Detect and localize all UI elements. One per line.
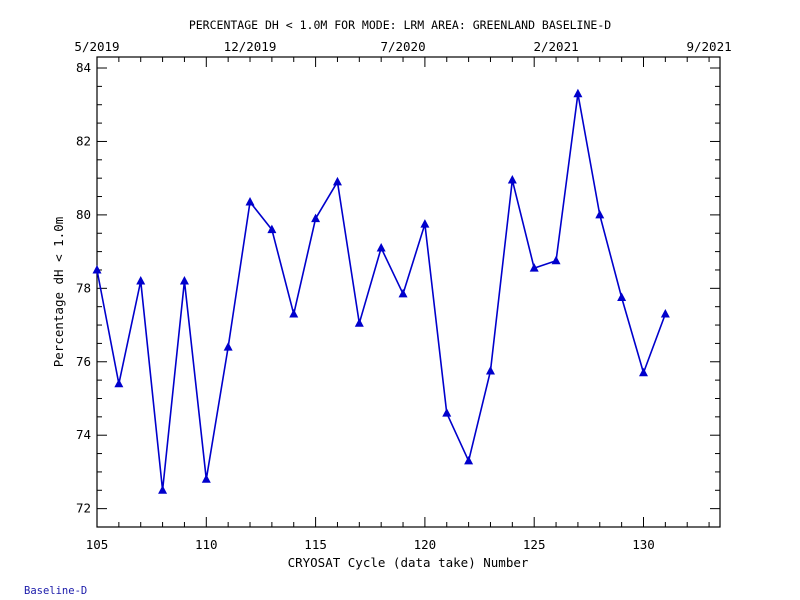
- data-point: [354, 318, 364, 327]
- data-point: [420, 219, 430, 228]
- x-tick-label: 130: [632, 537, 655, 552]
- top-tick-label: 2/2021: [533, 39, 578, 54]
- data-point: [529, 263, 539, 272]
- x-axis-label: CRYOSAT Cycle (data take) Number: [288, 555, 529, 570]
- x-axis: 105 110 115 120 125 130: [86, 57, 710, 552]
- y-axis: 72 74 76 78 80 82 84: [76, 60, 720, 528]
- data-point: [638, 367, 648, 377]
- x-tick-label: 110: [195, 537, 218, 552]
- y-axis-label: Percentage dH < 1.0m: [51, 217, 66, 368]
- data-point: [332, 176, 342, 186]
- top-tick-label: 7/2020: [380, 39, 425, 54]
- top-axis: 5/2019 12/2019 7/2020 2/2021 9/2021: [74, 39, 731, 54]
- x-tick-label: 115: [304, 537, 327, 552]
- y-tick-label: 80: [76, 207, 91, 222]
- data-point: [595, 209, 605, 219]
- top-tick-label: 5/2019: [74, 39, 119, 54]
- y-tick-label: 74: [76, 427, 91, 442]
- data-point: [245, 197, 255, 206]
- x-tick-label: 105: [86, 537, 109, 552]
- top-tick-label: 12/2019: [224, 39, 277, 54]
- x-tick-label: 125: [523, 537, 546, 552]
- data-point: [464, 455, 474, 465]
- y-tick-label: 82: [76, 133, 91, 148]
- y-tick-label: 84: [76, 60, 91, 75]
- y-tick-label: 76: [76, 354, 91, 369]
- data-point: [179, 275, 189, 285]
- x-tick-label: 120: [414, 537, 437, 552]
- data-point: [442, 408, 452, 417]
- data-point: [507, 175, 517, 184]
- data-point: [201, 474, 211, 483]
- data-point: [114, 378, 124, 388]
- data-point: [573, 88, 583, 98]
- series-layer: [92, 88, 670, 494]
- data-point: [398, 288, 408, 298]
- data-point: [485, 365, 495, 375]
- data-point: [551, 255, 561, 265]
- data-point: [136, 275, 146, 285]
- series-line: [96, 92, 667, 492]
- data-point: [158, 485, 168, 494]
- data-point: [376, 242, 386, 252]
- data-point: [92, 264, 102, 274]
- plot-frame: [96, 56, 721, 528]
- y-tick-label: 78: [76, 280, 91, 295]
- data-point: [223, 342, 233, 351]
- top-tick-label: 9/2021: [686, 39, 731, 54]
- data-point: [617, 292, 627, 302]
- y-tick-label: 72: [76, 501, 91, 516]
- data-point: [311, 213, 321, 223]
- data-point: [660, 309, 670, 318]
- data-point: [289, 309, 299, 318]
- chart-title: PERCENTAGE DH < 1.0M FOR MODE: LRM AREA:…: [189, 18, 611, 32]
- data-point: [267, 224, 277, 234]
- footer-label: Baseline-D: [24, 585, 87, 597]
